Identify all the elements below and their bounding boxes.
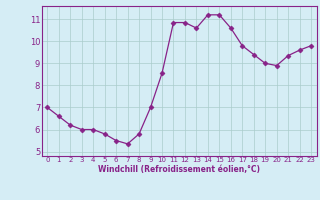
X-axis label: Windchill (Refroidissement éolien,°C): Windchill (Refroidissement éolien,°C) xyxy=(98,165,260,174)
